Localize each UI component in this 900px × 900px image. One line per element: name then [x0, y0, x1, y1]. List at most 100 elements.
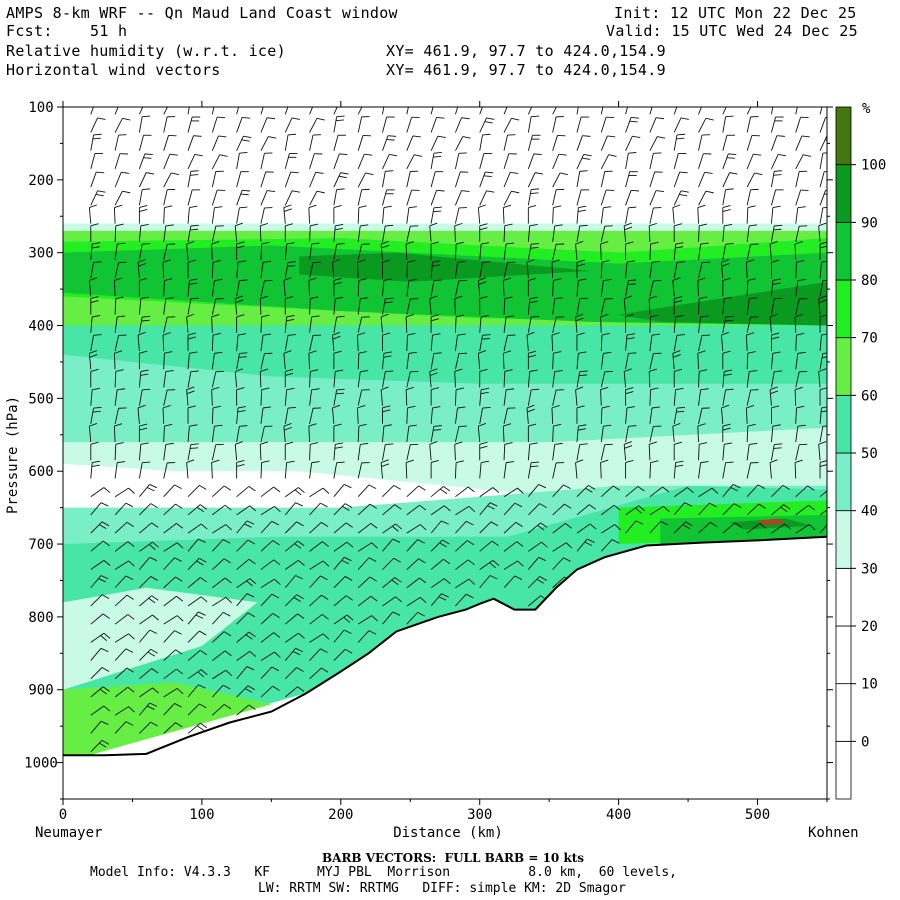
- wind-barb-flag: [528, 350, 537, 354]
- wind-barb: [454, 262, 458, 279]
- wind-barb: [479, 540, 493, 552]
- wind-barb-flag: [294, 489, 302, 496]
- wind-barb-flag: [631, 189, 640, 192]
- wind-barb-flag: [199, 485, 207, 490]
- wind-barb: [430, 207, 435, 224]
- wind-barb-flag: [754, 172, 763, 176]
- wind-barb-flag: [746, 332, 755, 336]
- wind-barb-flag: [721, 331, 730, 336]
- wind-barb-flag: [283, 350, 292, 354]
- wind-barb-flag: [381, 244, 390, 249]
- wind-barb-flag: [700, 461, 709, 464]
- wind-barb: [576, 538, 588, 552]
- wind-barb-flag: [143, 157, 152, 159]
- wind-barb-flag: [516, 541, 524, 547]
- colorbar-swatch: [835, 625, 852, 685]
- wind-barb: [187, 225, 192, 242]
- wind-barb: [819, 136, 827, 151]
- wind-barb-flag: [189, 278, 198, 281]
- wind-barb: [139, 668, 152, 680]
- wind-barb-flag: [115, 369, 124, 372]
- wind-barb-flag: [272, 685, 280, 691]
- fcst-label: Fcst:: [6, 22, 53, 40]
- wind-barb: [455, 136, 464, 151]
- wind-barb-flag: [782, 485, 790, 490]
- wind-barb: [283, 280, 286, 297]
- wind-barb: [819, 262, 822, 279]
- wind-barb-flag: [103, 632, 111, 639]
- wind-barb-flag: [443, 578, 451, 585]
- wind-barb-flag: [125, 721, 134, 726]
- wind-barb-flag: [200, 722, 208, 729]
- wind-barb-flag: [433, 155, 442, 158]
- wind-barb: [600, 117, 607, 133]
- x-tick-label: 500: [745, 807, 770, 823]
- wind-barb-flag: [725, 243, 734, 245]
- wind-barb: [90, 575, 102, 589]
- wind-barb-flag: [674, 300, 683, 304]
- wind-barb-flag: [262, 333, 272, 336]
- wind-barb-flag: [332, 404, 341, 409]
- wind-barb-flag: [150, 721, 158, 727]
- wind-barb: [406, 485, 419, 498]
- wind-barb-flag: [174, 703, 182, 708]
- wind-barb-flag: [311, 315, 320, 318]
- wind-barb-flag: [332, 259, 341, 263]
- wind-barb: [503, 371, 506, 388]
- wind-barb-flag: [151, 522, 159, 528]
- wind-barb: [455, 559, 469, 570]
- wind-barb-flag: [576, 332, 585, 336]
- wind-barb: [260, 190, 268, 206]
- colorbar-label: 20: [861, 619, 878, 635]
- wind-barb: [260, 559, 274, 570]
- wind-barb-flag: [187, 332, 196, 336]
- wind-barb: [187, 684, 199, 698]
- wind-barb: [212, 577, 226, 589]
- wind-barb-flag: [322, 487, 330, 494]
- wind-barb-flag: [601, 332, 610, 336]
- wind-barb: [283, 426, 286, 443]
- wind-barb-flag: [430, 387, 439, 391]
- wind-barb-flag: [772, 205, 781, 209]
- wind-barb-flag: [89, 204, 98, 209]
- wind-barb-flag: [485, 99, 493, 100]
- wind-barb: [673, 487, 688, 498]
- wind-barb: [90, 335, 95, 352]
- wind-barb-flag: [358, 351, 367, 354]
- wind-barb-flag: [530, 465, 539, 468]
- wind-barb: [454, 107, 459, 115]
- wind-barb-flag: [539, 503, 547, 508]
- wind-barb-flag: [456, 387, 465, 391]
- wind-barb: [187, 630, 200, 643]
- colorbar-label: 0: [861, 734, 869, 750]
- wind-barb-flag: [603, 424, 612, 427]
- wind-barb: [406, 171, 411, 188]
- wind-barb: [163, 630, 175, 643]
- wind-barb-flag: [200, 577, 208, 583]
- wind-barb: [698, 371, 700, 388]
- wind-barb-flag: [89, 350, 98, 354]
- wind-barb-flag: [625, 314, 634, 318]
- wind-barb: [406, 504, 420, 516]
- wind-barb: [600, 539, 613, 552]
- wind-barb: [90, 720, 102, 734]
- wind-barb-flag: [286, 460, 295, 463]
- wind-barb: [625, 136, 633, 151]
- wind-barb: [527, 116, 532, 133]
- wind-barb-flag: [273, 632, 281, 638]
- wind-barb-flag: [190, 370, 199, 373]
- wind-barb-flag: [478, 350, 487, 354]
- wind-barb: [649, 389, 652, 406]
- wind-barb: [600, 316, 602, 333]
- wind-barb: [260, 243, 263, 260]
- wind-barb-flag: [369, 576, 377, 582]
- wind-barb-flag: [771, 405, 780, 409]
- wind-barb: [163, 389, 168, 406]
- wind-barb-flag: [310, 296, 319, 300]
- wind-barb: [625, 486, 639, 498]
- wind-barb-flag: [531, 461, 540, 464]
- wind-barb-flag: [320, 648, 328, 653]
- wind-barb: [527, 316, 532, 333]
- wind-barb: [187, 426, 190, 443]
- wind-barb: [576, 298, 581, 315]
